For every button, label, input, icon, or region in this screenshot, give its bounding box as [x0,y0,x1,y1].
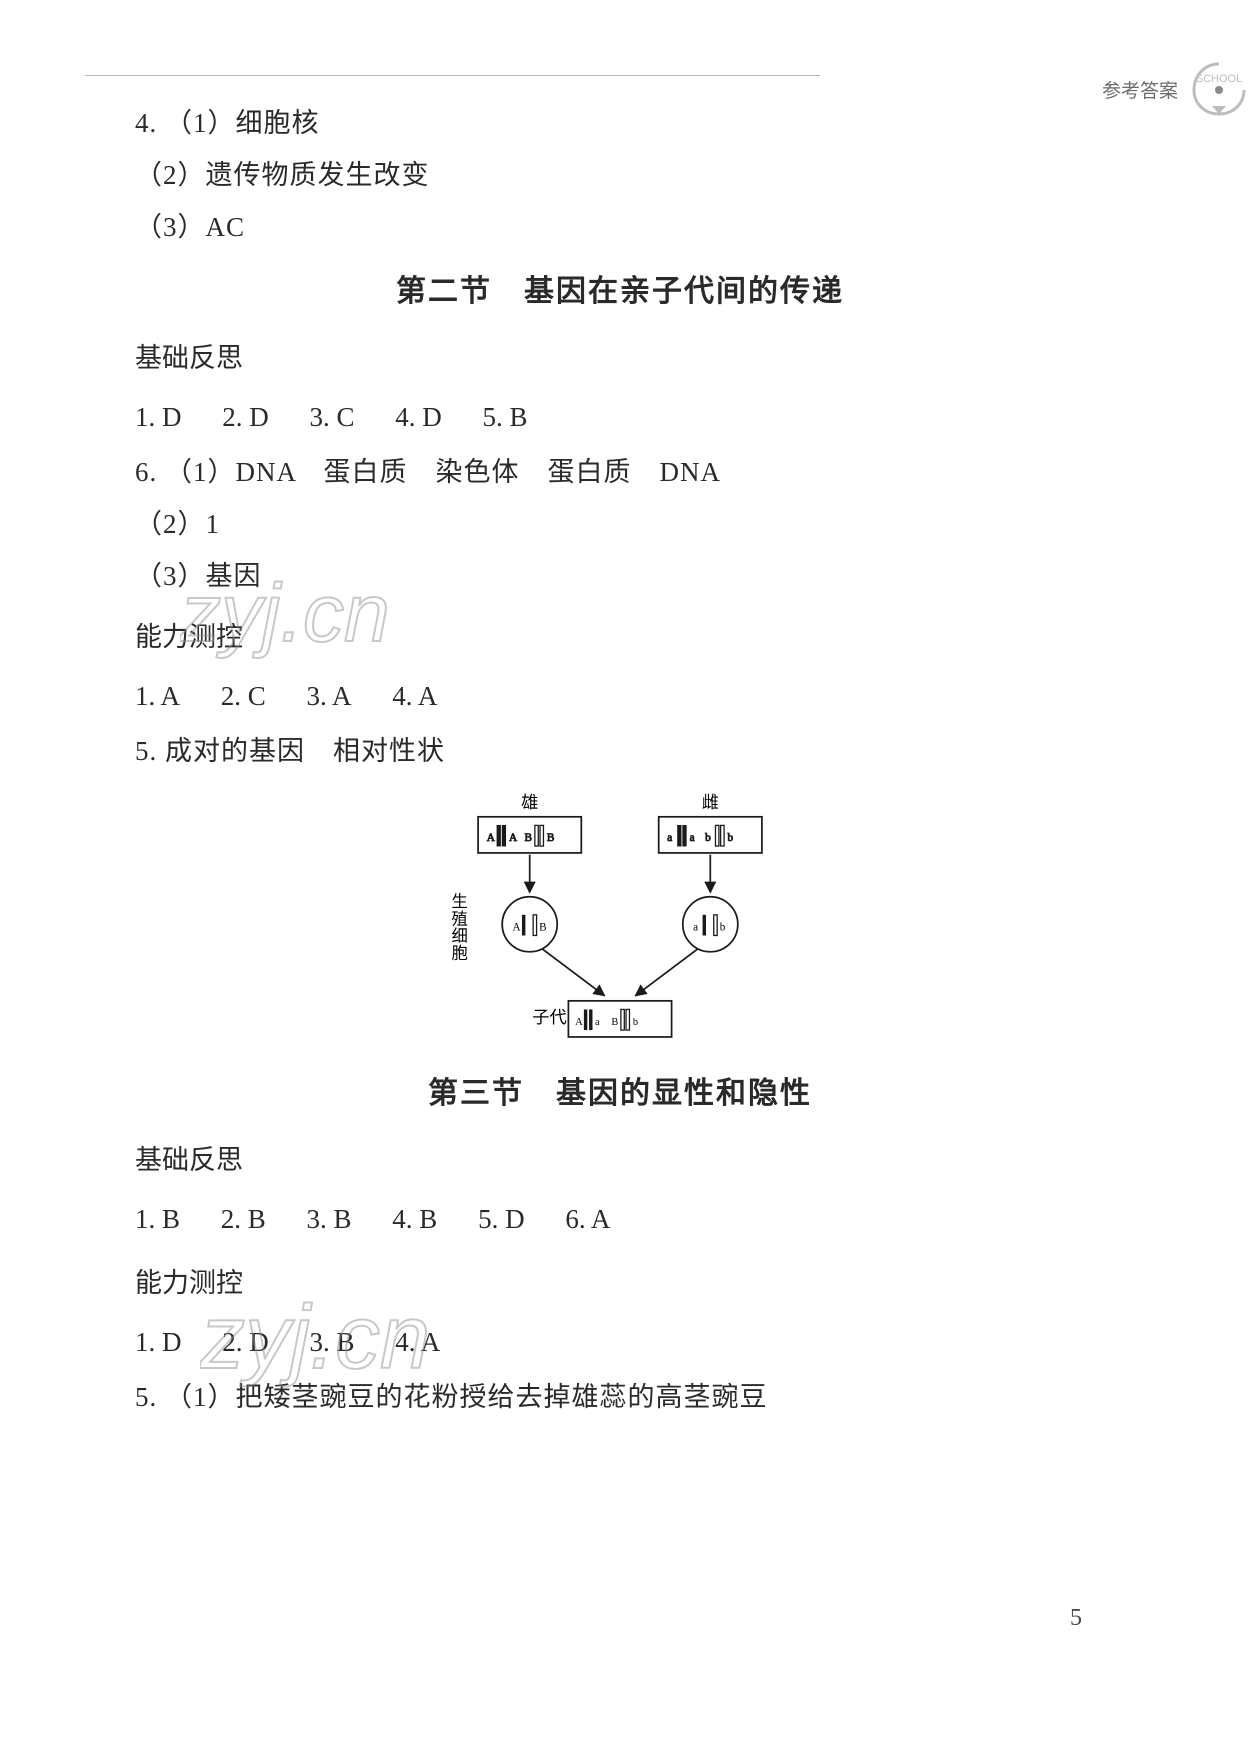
diagram-female-label: 雌 [702,793,719,812]
svg-text:B: B [525,832,532,844]
svg-text:A: A [575,1017,583,1028]
section2-ability-row: 1. A 2. C 3. A 4. A [135,681,1105,712]
svg-text:B: B [547,832,554,844]
svg-text:A: A [487,832,495,844]
svg-text:a: a [690,832,695,844]
svg-text:b: b [720,921,726,933]
header-label: 参考答案 [1102,76,1178,103]
section2-basic-row1: 1. D 2. D 3. C 4. D 5. B [135,402,1105,433]
section3-basic-label: 基础反思 [135,1138,1105,1177]
school-badge-icon: SCHOOL [1188,58,1250,120]
diagram-gamete-label-2: 殖 [451,909,467,928]
diagram-gamete-label-3: 细 [451,927,467,946]
q4-line3: （3）AC [135,214,1105,241]
svg-text:a: a [667,832,672,844]
section2-ability-label: 能力测控 [135,615,1105,654]
svg-text:A: A [509,832,517,844]
section3-q5: 5. （1）把矮茎豌豆的花粉授给去掉雄蕊的高茎豌豆 [135,1384,1105,1411]
svg-text:b: b [728,832,734,844]
badge-text: SCHOOL [1196,73,1242,85]
svg-text:B: B [611,1017,618,1028]
page-number: 5 [1070,1605,1082,1632]
section3-ability-label: 能力测控 [135,1261,1105,1300]
section3-basic-row: 1. B 2. B 3. B 4. B 5. D 6. A [135,1204,1105,1235]
section3-title: 第三节 基因的显性和隐性 [135,1068,1105,1112]
diagram-gamete-label-4: 胞 [451,944,467,963]
q4-line1: 4. （1）细胞核 [135,110,1105,137]
section2-title: 第二节 基因在亲子代间的传递 [135,266,1105,310]
section2-q5: 5. 成对的基因 相对性状 [135,738,1105,765]
svg-text:b: b [633,1017,638,1028]
svg-text:B: B [539,921,546,933]
section2-q6-1: 6. （1）DNA 蛋白质 染色体 蛋白质 DNA [135,459,1105,486]
header-rule [85,75,820,76]
section2-q6-2: （2）1 [135,511,1105,538]
svg-text:a: a [595,1017,600,1028]
inheritance-diagram: 雄 雌 A A B B a [370,790,870,1050]
section3-ability-row: 1. D 2. D 3. B 4. A [135,1327,1105,1358]
q4-line2: （2）遗传物质发生改变 [135,162,1105,189]
svg-text:A: A [513,921,521,933]
section2-q6-3: （3）基因 [135,563,1105,590]
diagram-offspring-label: 子代 [532,1008,566,1027]
section2-basic-label: 基础反思 [135,336,1105,375]
header-right: 参考答案 SCHOOL [1102,58,1250,120]
diagram-male-label: 雄 [521,793,538,812]
svg-text:a: a [693,921,698,933]
svg-text:b: b [705,832,711,844]
diagram-gamete-label-1: 生 [451,892,467,911]
